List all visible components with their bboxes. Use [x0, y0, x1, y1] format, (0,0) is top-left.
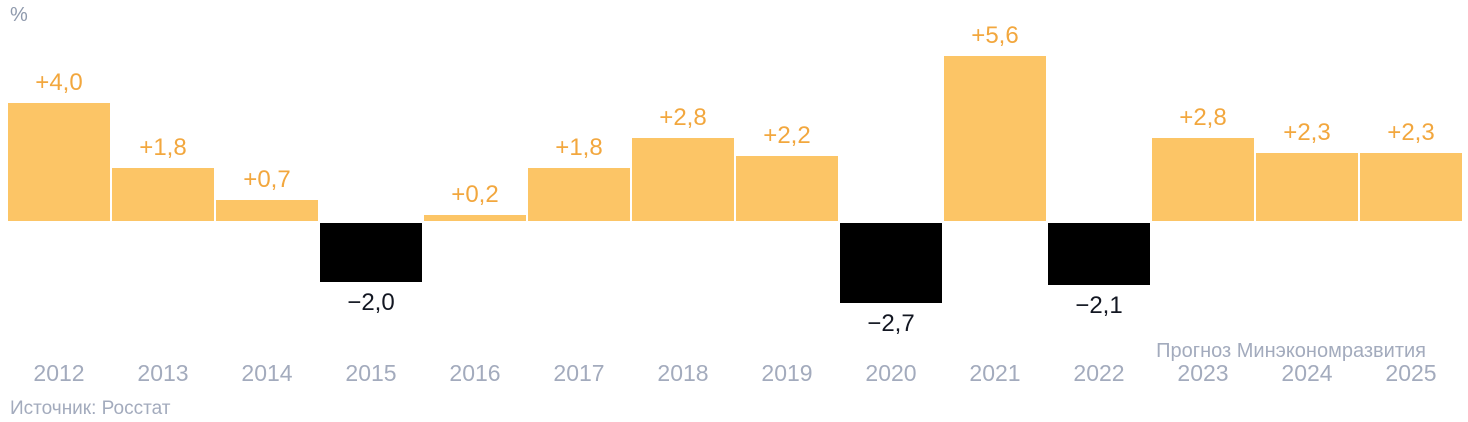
value-label-2021: +5,6	[971, 22, 1019, 49]
value-label-2015: −2,0	[347, 289, 395, 316]
year-label-2016: 2016	[449, 360, 501, 386]
bar-2016	[424, 215, 526, 221]
value-label-2020: −2,7	[867, 310, 915, 337]
year-label-2018: 2018	[657, 360, 709, 386]
value-label-2018: +2,8	[659, 104, 707, 131]
bar-2023	[1152, 138, 1254, 221]
bar-2014	[216, 200, 318, 221]
bar-2013	[112, 168, 214, 221]
bar-2012	[8, 103, 110, 221]
bar-2019	[736, 156, 838, 221]
value-label-2013: +1,8	[139, 134, 187, 161]
year-label-2012: 2012	[33, 360, 85, 386]
value-label-2016: +0,2	[451, 181, 499, 208]
value-label-2023: +2,8	[1179, 104, 1227, 131]
year-label-2023: 2023	[1177, 360, 1229, 386]
year-label-2013: 2013	[137, 360, 189, 386]
bar-2024	[1256, 153, 1358, 221]
forecast-note: Прогноз Минэкономразвития	[1156, 340, 1426, 362]
bar-2017	[528, 168, 630, 221]
year-label-2017: 2017	[553, 360, 605, 386]
value-label-2024: +2,3	[1283, 119, 1331, 146]
bar-2022	[1048, 223, 1150, 285]
year-label-2022: 2022	[1073, 360, 1125, 386]
source-note: Источник: Росстат	[10, 398, 171, 419]
year-label-2024: 2024	[1281, 360, 1333, 386]
bar-2020	[840, 223, 942, 303]
bar-2015	[320, 223, 422, 282]
value-label-2019: +2,2	[763, 122, 811, 149]
year-label-2014: 2014	[241, 360, 293, 386]
value-label-2017: +1,8	[555, 134, 603, 161]
value-label-2014: +0,7	[243, 166, 291, 193]
value-label-2022: −2,1	[1075, 292, 1123, 319]
value-label-2025: +2,3	[1387, 119, 1435, 146]
year-label-2021: 2021	[969, 360, 1021, 386]
value-label-2012: +4,0	[35, 69, 83, 96]
year-label-2019: 2019	[761, 360, 813, 386]
year-label-2015: 2015	[345, 360, 397, 386]
y-axis-unit-label: %	[10, 4, 28, 26]
year-label-2025: 2025	[1385, 360, 1437, 386]
bar-2021	[944, 56, 1046, 221]
bar-2018	[632, 138, 734, 221]
year-label-2020: 2020	[865, 360, 917, 386]
bar-2025	[1360, 153, 1462, 221]
